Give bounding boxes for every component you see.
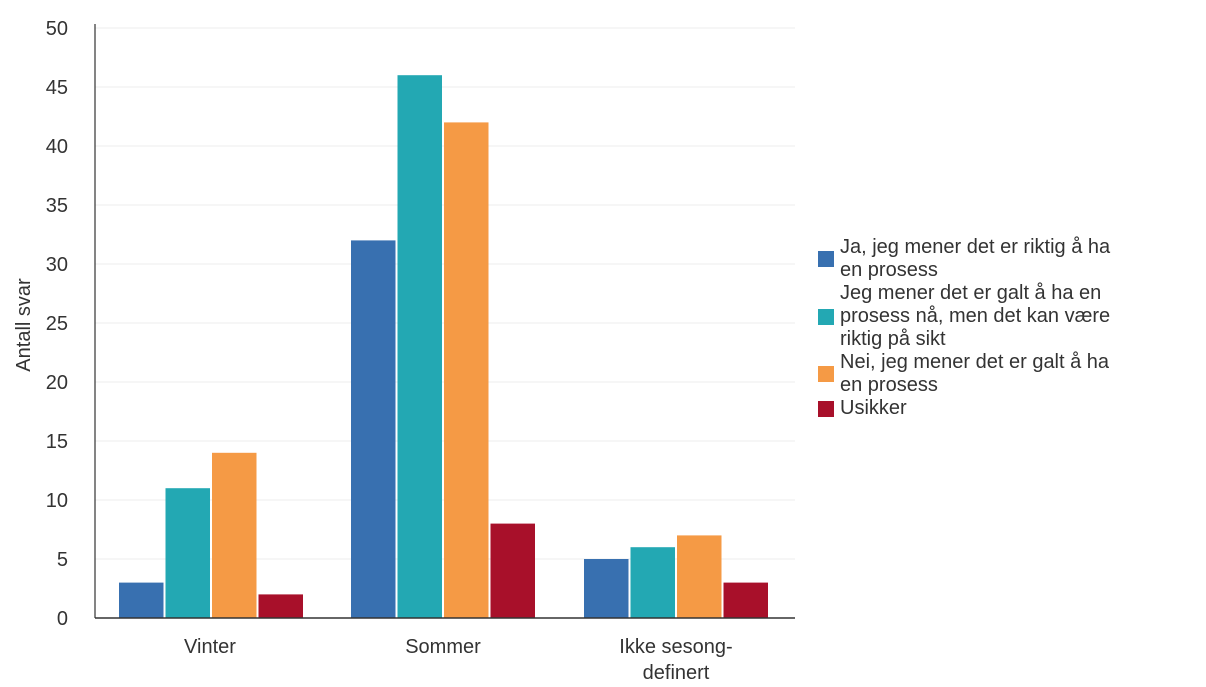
- y-tick-label: 20: [46, 372, 68, 394]
- y-tick-label: 0: [57, 608, 68, 630]
- legend-swatch: [818, 400, 834, 417]
- bar-chart: 0 5 10 15 20 25 30 35 40 45 50 Vinter Sommer Ikke se…: [13, 18, 795, 684]
- bar: [490, 523, 535, 618]
- legend-label-line: Ja, jeg mener det er riktig å ha: [840, 236, 1111, 258]
- bar: [212, 452, 257, 618]
- bar: [723, 582, 768, 618]
- bar: [397, 75, 442, 618]
- legend-item: Jeg mener det er galt å ha en prosess nå,…: [818, 282, 1206, 351]
- legend-label: Nei, jeg mener det er galt å ha en proses…: [840, 351, 1206, 397]
- bar: [677, 535, 722, 618]
- axes: [94, 24, 795, 619]
- legend-swatch: [818, 308, 834, 325]
- y-axis-label: Antall svar: [13, 278, 35, 372]
- bar: [584, 559, 629, 618]
- legend-item: Usikker: [818, 397, 1206, 420]
- x-category-label-line: Sommer: [405, 636, 481, 658]
- x-category-labels: Vinter Sommer Ikke sesong-definert: [184, 636, 733, 684]
- legend-label-line: en prosess: [840, 374, 938, 396]
- y-tick-label: 35: [46, 195, 68, 217]
- legend-label: Usikker: [840, 397, 1206, 420]
- y-tick-label: 40: [46, 136, 68, 158]
- y-tick-label: 45: [46, 77, 68, 99]
- legend-label-line: en prosess: [840, 259, 938, 281]
- y-tick-label: 50: [46, 18, 68, 40]
- x-category-label: Sommer: [405, 636, 481, 658]
- bar: [351, 240, 396, 618]
- bar: [630, 547, 675, 618]
- legend-label-line: riktig på sikt: [840, 328, 946, 350]
- legend-item: Ja, jeg mener det er riktig å ha en prose…: [818, 236, 1206, 282]
- legend-label-line: Jeg mener det er galt å ha en: [840, 282, 1102, 304]
- legend: Ja, jeg mener det er riktig å ha en prose…: [818, 236, 1206, 420]
- y-tick-label: 5: [57, 549, 68, 571]
- legend-label: Jeg mener det er galt å ha en prosess nå,…: [840, 282, 1206, 351]
- y-tick-label: 25: [46, 313, 68, 335]
- legend-swatch: [818, 251, 834, 267]
- legend-label-line: Nei, jeg mener det er galt å ha: [840, 351, 1110, 373]
- x-category-label: Ikke sesong-definert: [619, 636, 732, 684]
- y-tick-labels: 0 5 10 15 20 25 30 35 40 45 50: [46, 18, 68, 630]
- x-category-label-line: Ikke sesong-: [619, 636, 732, 658]
- bar: [119, 582, 164, 618]
- y-tick-label: 10: [46, 490, 68, 512]
- legend-label: Ja, jeg mener det er riktig å ha en prose…: [840, 236, 1206, 282]
- x-category-label-line: Vinter: [184, 636, 236, 658]
- y-tick-label: 30: [46, 254, 68, 276]
- x-category-label: Vinter: [184, 636, 236, 658]
- legend-label-line: Usikker: [840, 397, 907, 419]
- bar: [165, 488, 210, 618]
- y-tick-label: 15: [46, 431, 68, 453]
- legend-swatch: [818, 366, 834, 382]
- legend-item: Nei, jeg mener det er galt å ha en proses…: [818, 351, 1206, 397]
- legend-label-line: prosess nå, men det kan være: [840, 305, 1111, 327]
- bar: [444, 122, 489, 619]
- bars: [119, 75, 768, 619]
- bar: [258, 594, 303, 618]
- x-category-label-line: definert: [643, 662, 710, 684]
